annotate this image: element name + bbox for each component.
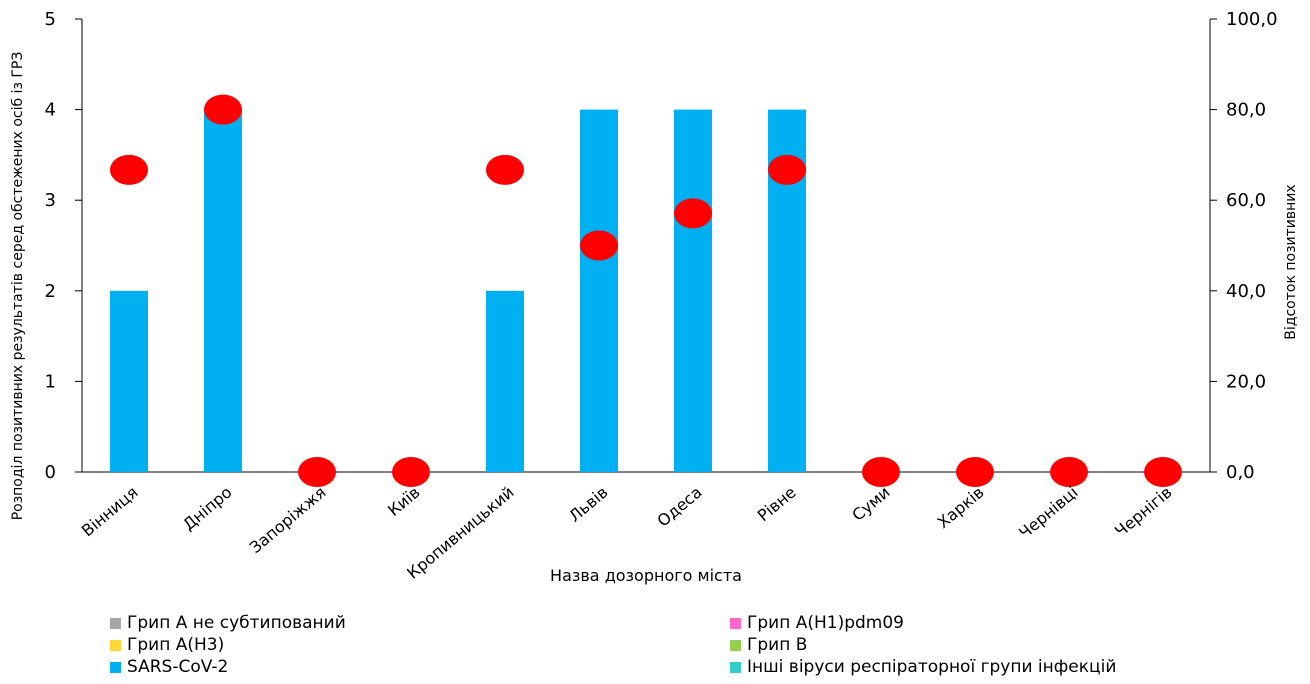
percent-marker <box>1050 457 1088 487</box>
bar <box>204 109 242 472</box>
legend: Грип A не субтипований Грип A(H1)pdm09 Г… <box>110 612 1250 678</box>
y-tick-label: 4 <box>45 100 56 121</box>
bar <box>674 109 712 472</box>
legend-label: Грип A не субтипований <box>127 613 346 633</box>
y2-tick-label: 0,0 <box>1226 462 1255 483</box>
y2-tick-label: 20,0 <box>1226 371 1266 392</box>
y-tick-label: 1 <box>45 371 56 392</box>
percent-marker <box>956 457 994 487</box>
legend-label: Грип A(H3) <box>127 635 225 655</box>
legend-item: Грип B <box>730 634 1250 656</box>
y2-axis-title: Відсоток позитивних <box>1283 184 1299 339</box>
legend-item: Грип A(H1)pdm09 <box>730 612 1250 634</box>
percent-marker <box>674 198 712 229</box>
percent-marker <box>486 154 524 185</box>
y-tick-label: 5 <box>45 9 56 30</box>
markers <box>110 94 1182 487</box>
x-tick-label: Одеса <box>653 483 705 531</box>
axes <box>75 18 1217 473</box>
legend-label: Грип A(H1)pdm09 <box>747 613 904 633</box>
legend-swatch <box>110 617 121 629</box>
legend-swatch <box>730 617 741 629</box>
x-tick-label: Суми <box>848 483 893 525</box>
y-tick-label: 2 <box>45 281 56 302</box>
bars <box>110 109 806 472</box>
x-tick-label: Вінниця <box>78 483 142 541</box>
chart: 0 1 2 3 4 5 0,0 20,0 40,0 60,0 80,0 100,0 Вінниця Дні… <box>10 9 1299 585</box>
bar <box>580 109 618 472</box>
x-tick-label: Київ <box>384 483 424 520</box>
x-tick-label: Харків <box>934 483 988 533</box>
legend-swatch <box>110 639 121 651</box>
y2-tick-label: 40,0 <box>1226 281 1266 302</box>
y-tick-label: 0 <box>45 462 56 483</box>
y-tick-label: 3 <box>45 190 56 211</box>
legend-label: Грип B <box>747 635 808 655</box>
percent-marker <box>768 154 806 185</box>
x-tick-label: Дніпро <box>179 483 235 535</box>
x-tick-label: Рівне <box>754 483 800 526</box>
x-tick-label: Львів <box>565 483 612 526</box>
percent-marker <box>1144 457 1182 487</box>
x-axis-title: Назва дозорного міста <box>550 566 742 585</box>
x-tick-label: Запоріжжя <box>246 483 330 558</box>
y2-tick-label: 80,0 <box>1226 100 1266 121</box>
bar <box>110 290 148 472</box>
percent-marker <box>392 457 430 487</box>
percent-marker <box>580 230 618 261</box>
legend-label: SARS-CoV-2 <box>127 657 229 677</box>
x-tick-label: Чернігів <box>1111 483 1175 541</box>
y2-tick-label: 100,0 <box>1226 9 1278 30</box>
y-axis-title: Розподіл позитивних результатів серед об… <box>10 52 26 521</box>
legend-item: Грип A не субтипований <box>110 612 730 634</box>
legend-item: Грип A(H3) <box>110 634 730 656</box>
x-tick-label: Чернівці <box>1015 483 1081 543</box>
legend-item: SARS-CoV-2 <box>110 656 730 678</box>
legend-swatch <box>110 661 121 673</box>
legend-item: Інші віруси респіраторної групи інфекцій <box>730 656 1250 678</box>
y2-tick-label: 60,0 <box>1226 190 1266 211</box>
percent-marker <box>204 94 242 125</box>
legend-swatch <box>730 661 741 673</box>
percent-marker <box>298 457 336 487</box>
percent-marker <box>862 457 900 487</box>
percent-marker <box>110 154 148 185</box>
bar <box>486 290 524 472</box>
legend-label: Інші віруси респіраторної групи інфекцій <box>747 657 1117 677</box>
legend-swatch <box>730 639 741 651</box>
